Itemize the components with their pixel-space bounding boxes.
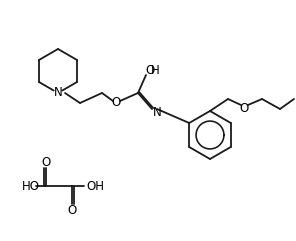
Text: O: O [41,155,51,168]
Text: O: O [239,102,249,115]
Text: O: O [67,203,77,216]
Text: H: H [151,63,159,76]
Text: O: O [111,96,121,109]
Text: O: O [145,63,155,76]
Text: HO: HO [22,180,40,193]
Text: N: N [54,87,62,100]
Text: N: N [153,107,161,120]
Text: OH: OH [86,180,104,193]
